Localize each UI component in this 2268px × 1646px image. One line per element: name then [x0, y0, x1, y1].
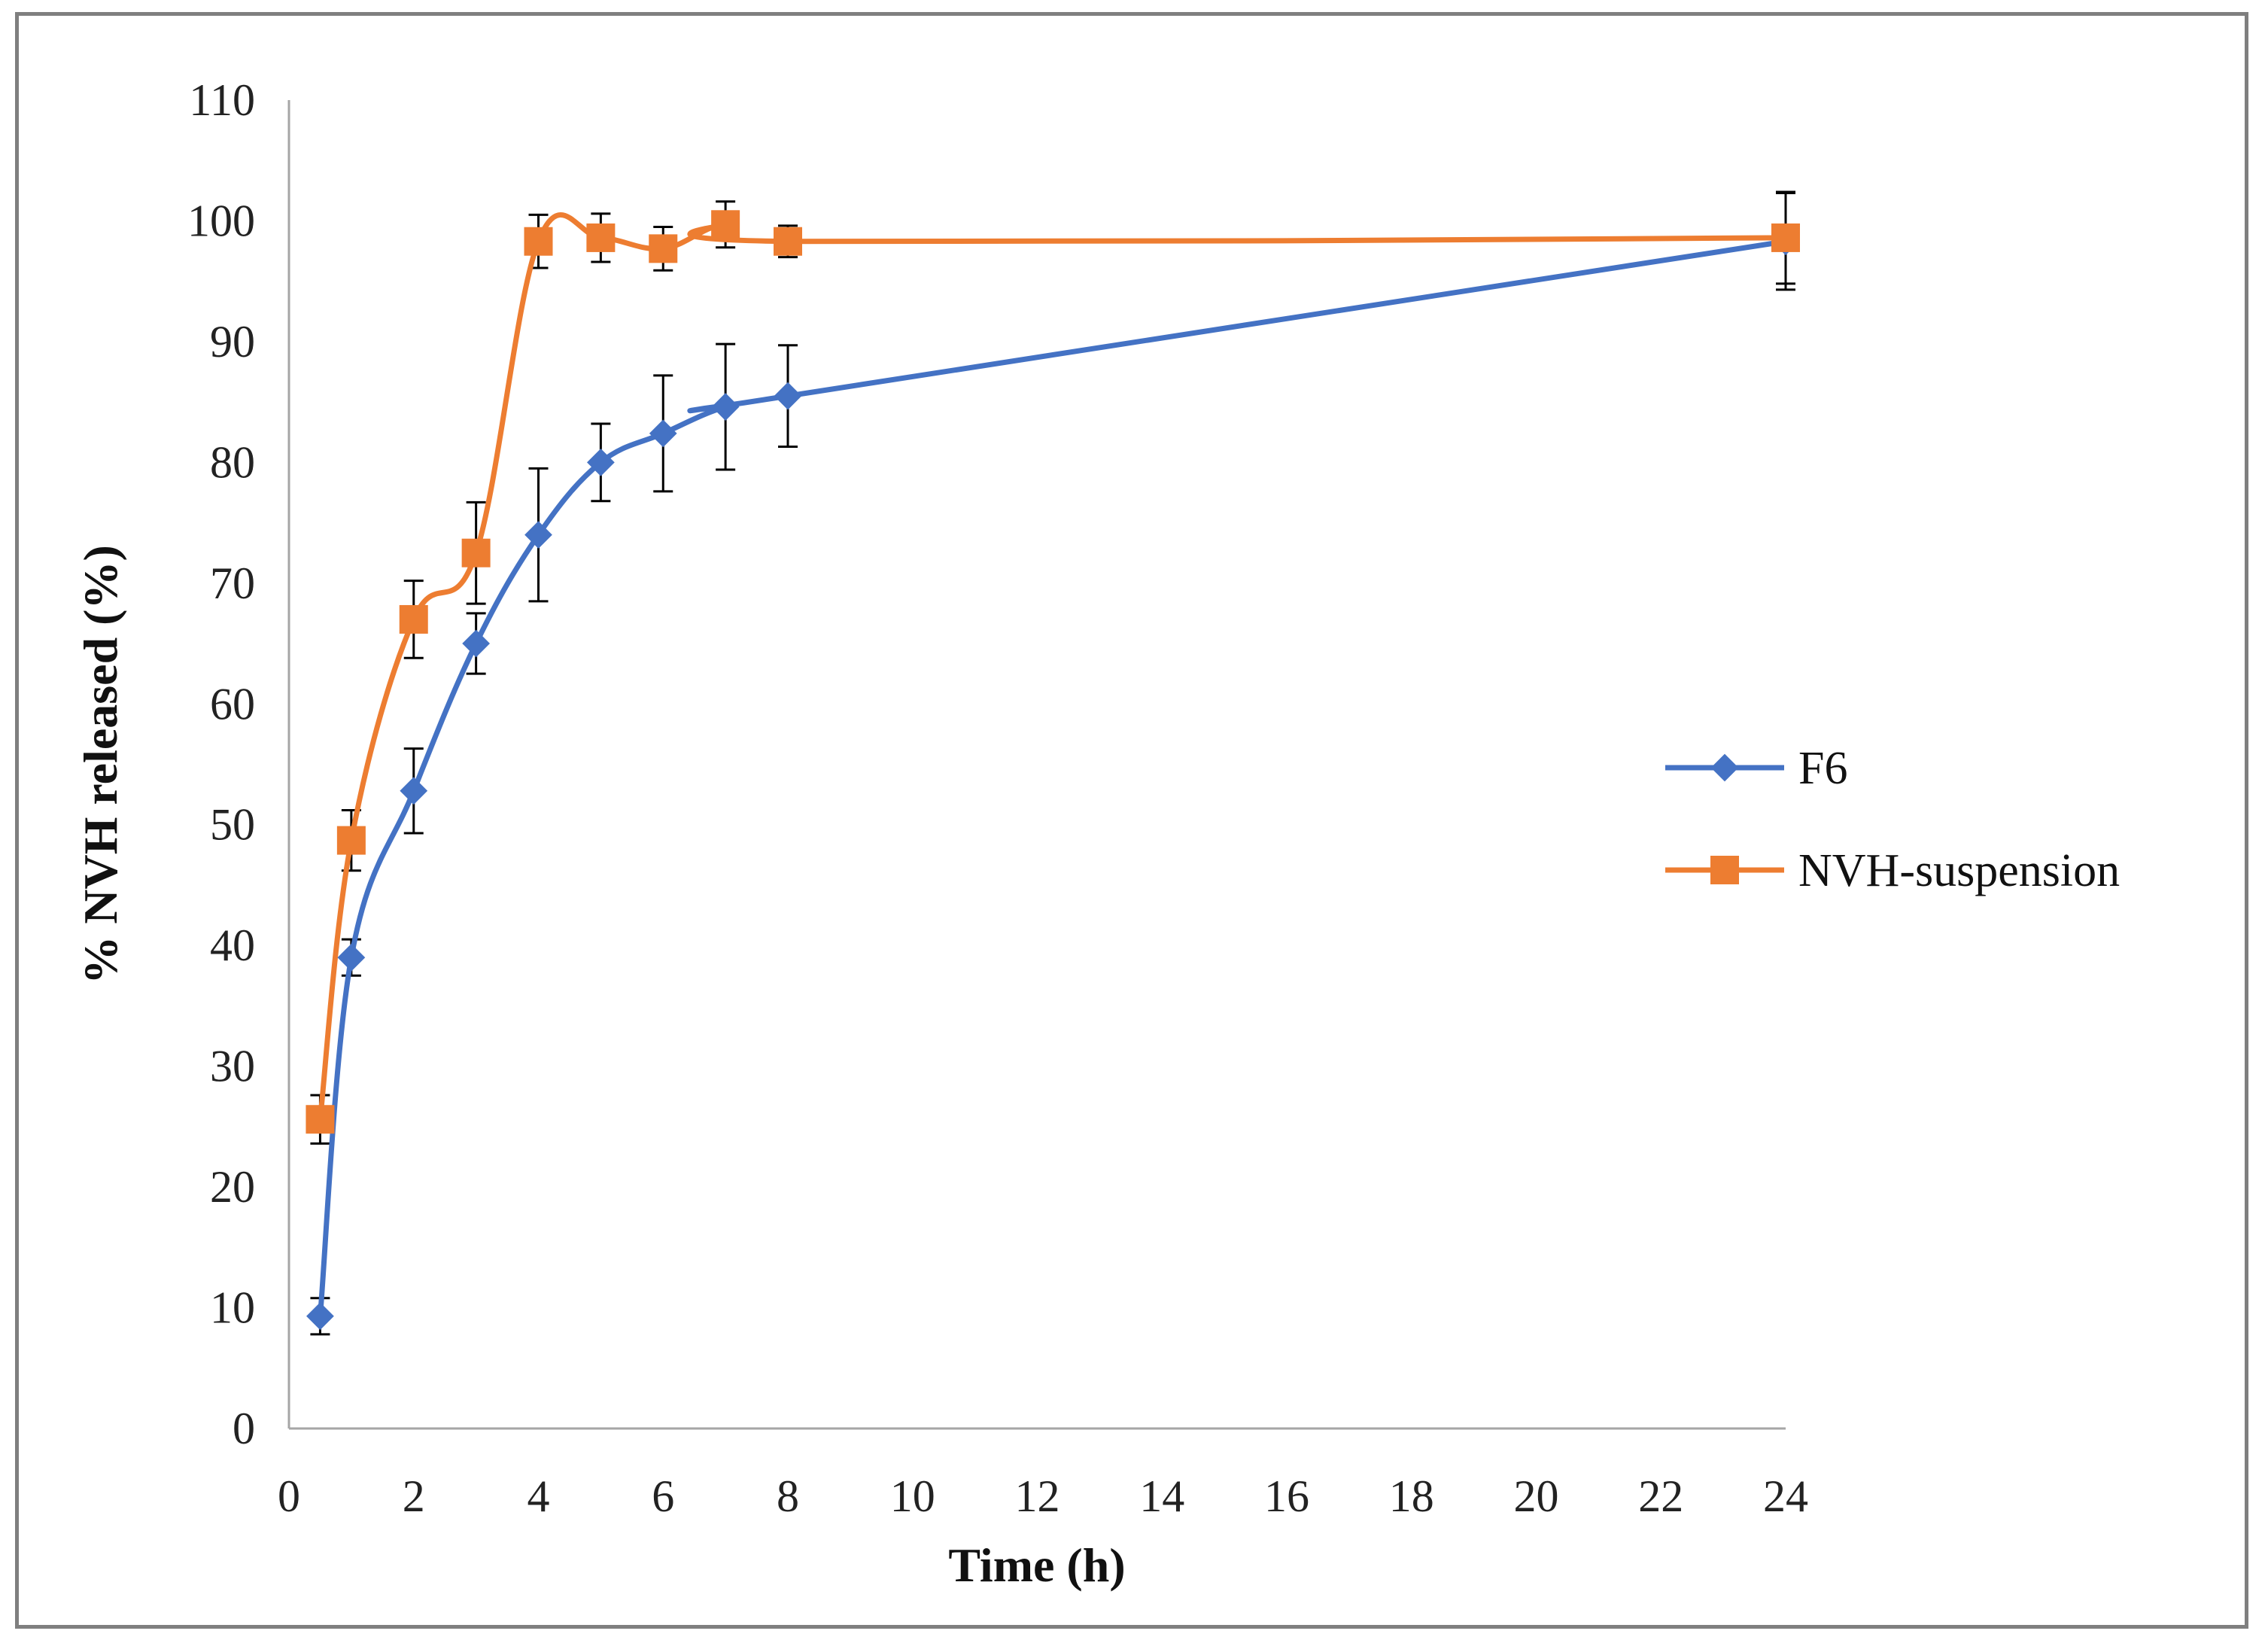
series-line-nvh-suspension — [317, 212, 1786, 1120]
y-tick-label-60: 60 — [210, 679, 255, 729]
y-tick-label-80: 80 — [210, 437, 255, 487]
x-tick-label-0: 0 — [278, 1471, 300, 1521]
x-tick-label-10: 10 — [890, 1471, 935, 1521]
legend-item-nvh-suspension: NVH-suspension — [1665, 845, 2120, 896]
x-tick-label-8: 8 — [777, 1471, 799, 1521]
x-tick-label-6: 6 — [652, 1471, 674, 1521]
x-tick-label-16: 16 — [1264, 1471, 1309, 1521]
x-tick-label-14: 14 — [1139, 1471, 1184, 1521]
x-tick-label-24: 24 — [1763, 1471, 1808, 1521]
data-point-f6-4 — [524, 521, 552, 549]
y-tick-label-110: 110 — [189, 75, 255, 125]
legend-label-f6: F6 — [1798, 743, 1847, 794]
data-point-nvh-suspension-6 — [649, 234, 678, 263]
y-tick-label-10: 10 — [210, 1283, 255, 1333]
x-tick-label-18: 18 — [1389, 1471, 1434, 1521]
series-lines — [317, 212, 1786, 1317]
data-point-f6-3 — [462, 629, 491, 658]
y-tick-label-20: 20 — [210, 1162, 255, 1212]
data-point-f6-1 — [337, 943, 366, 972]
series-line-f6 — [317, 239, 1786, 1317]
data-point-f6-0 — [306, 1302, 334, 1331]
x-tick-label-12: 12 — [1015, 1471, 1060, 1521]
x-tick-labels: 0 2 4 6 8 10 12 14 16 18 20 22 24 — [278, 1471, 1808, 1521]
x-tick-label-20: 20 — [1514, 1471, 1559, 1521]
legend-marker-f6 — [1710, 753, 1739, 782]
y-tick-label-90: 90 — [210, 317, 255, 367]
axes — [287, 100, 1786, 1430]
legend-item-f6: F6 — [1665, 743, 1847, 794]
y-tick-label-30: 30 — [210, 1042, 255, 1091]
y-tick-label-100: 100 — [187, 196, 255, 245]
data-point-f6-7 — [711, 393, 740, 421]
data-point-f6-8 — [774, 382, 802, 410]
data-point-nvh-suspension-4 — [524, 227, 553, 256]
x-tick-label-22: 22 — [1638, 1471, 1683, 1521]
y-tick-label-40: 40 — [210, 920, 255, 970]
data-point-nvh-suspension-1 — [336, 826, 366, 855]
data-point-f6-5 — [586, 448, 615, 476]
error-bars — [310, 190, 1795, 1336]
data-point-nvh-suspension-7 — [711, 210, 740, 239]
data-point-nvh-suspension-8 — [774, 227, 802, 256]
y-tick-label-0: 0 — [233, 1404, 255, 1453]
y-tick-labels: 0 10 20 30 40 50 60 70 80 90 100 110 — [187, 75, 255, 1453]
chart-frame: 0 10 20 30 40 50 60 70 80 90 100 110 0 2 4 6 8 10 12 14 16 1… — [15, 12, 2248, 1629]
data-point-nvh-suspension-9 — [1771, 223, 1800, 252]
data-point-nvh-suspension-2 — [399, 604, 428, 634]
y-tick-label-70: 70 — [210, 558, 255, 608]
y-tick-label-50: 50 — [210, 800, 255, 850]
series-markers — [306, 210, 1800, 1331]
legend-marker-nvh-suspension — [1710, 856, 1739, 884]
legend: F6 NVH-suspension — [1665, 743, 2120, 896]
data-point-nvh-suspension-0 — [306, 1105, 335, 1134]
data-point-f6-6 — [649, 419, 677, 448]
data-point-f6-2 — [400, 777, 428, 805]
data-point-nvh-suspension-5 — [586, 223, 616, 252]
data-point-nvh-suspension-3 — [461, 538, 491, 567]
x-tick-label-4: 4 — [527, 1471, 550, 1521]
legend-label-nvh-suspension: NVH-suspension — [1798, 845, 2120, 896]
x-axis-title: Time (h) — [948, 1538, 1125, 1592]
y-axis-title: % NVH released (%) — [74, 545, 127, 984]
x-tick-label-2: 2 — [403, 1471, 425, 1521]
